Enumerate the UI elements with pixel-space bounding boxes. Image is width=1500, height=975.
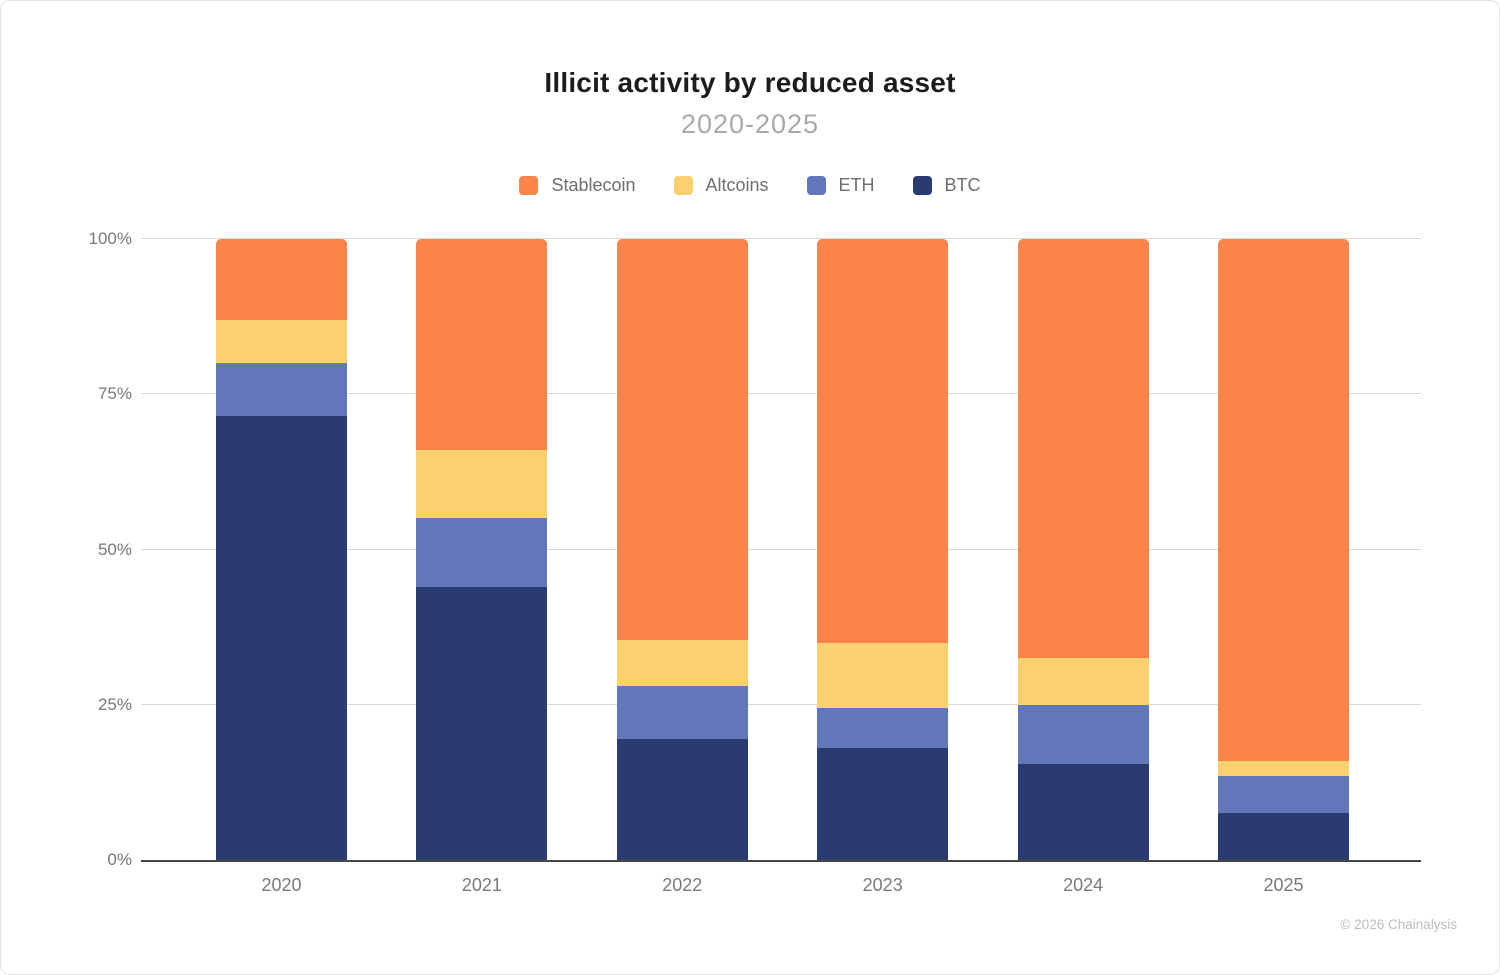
- bar-segment-stablecoin-2021: [416, 239, 548, 451]
- bar-segment-altcoins-2023: [817, 642, 949, 708]
- bar-segment-eth-2025: [1218, 776, 1349, 814]
- gridline-50: [141, 548, 1421, 550]
- legend-label: Altcoins: [705, 175, 769, 195]
- chart-subtitle: 2020-2025: [680, 109, 820, 139]
- bar-segment-eth-2023: [817, 707, 949, 749]
- legend-item-altcoins: Altcoins: [673, 175, 769, 196]
- stacked-bar-2023: [817, 239, 949, 860]
- legend-item-eth: ETH: [806, 175, 875, 196]
- legend-swatch-altcoins: [673, 176, 693, 195]
- bar-segment-btc-2022: [616, 738, 748, 860]
- chart-title: Illicit activity by reduced asset: [544, 67, 956, 98]
- bar-segment-stablecoin-2020: [216, 239, 347, 320]
- x-axis-tick-2025: 2025: [1263, 875, 1304, 895]
- bar-segment-stablecoin-2024: [1017, 239, 1149, 659]
- bar-segment-btc-2024: [1017, 763, 1149, 860]
- legend-label: BTC: [944, 175, 981, 195]
- legend-swatch-btc: [912, 176, 932, 195]
- x-axis-tick-2021: 2021: [461, 875, 502, 895]
- bar-segment-eth-2024: [1017, 704, 1149, 764]
- y-axis-tick-75: 75%: [97, 384, 132, 404]
- bar-segment-btc-2020: [216, 416, 347, 860]
- stacked-bar-2024: [1017, 239, 1149, 860]
- bar-segment-eth-2020: [216, 363, 347, 416]
- legend-swatch-stablecoin: [519, 176, 539, 195]
- bar-segment-stablecoin-2022: [616, 239, 748, 640]
- y-axis-tick-25: 25%: [97, 694, 132, 714]
- stacked-bar-2022: [616, 239, 748, 860]
- y-axis-tick-50: 50%: [97, 539, 132, 559]
- legend-label: ETH: [838, 175, 875, 195]
- bar-segment-eth-2021: [416, 518, 548, 587]
- chart-legend: Stablecoin Altcoins ETH BTC: [1, 175, 1499, 196]
- legend-label: Stablecoin: [551, 175, 636, 195]
- bar-segment-altcoins-2021: [416, 450, 548, 519]
- stacked-bar-2025: [1218, 239, 1349, 860]
- gridline-75: [141, 393, 1421, 395]
- x-axis-tick-2023: 2023: [862, 875, 903, 895]
- gridline-25: [141, 703, 1421, 705]
- bar-segment-altcoins-2025: [1218, 760, 1349, 777]
- plot-area: 0% 25% 50% 75% 100% 2020 2021 2022 2023 2024 2025: [89, 229, 1421, 895]
- bar-segment-stablecoin-2025: [1218, 239, 1349, 761]
- x-axis-tick-2020: 2020: [261, 875, 302, 895]
- stacked-bar-2020: [216, 239, 347, 860]
- legend-swatch-eth: [806, 176, 826, 195]
- x-axis-tick-2024: 2024: [1063, 875, 1104, 895]
- y-axis-tick-100: 100%: [88, 229, 132, 248]
- stacked-bar-2021: [416, 239, 548, 860]
- bar-segment-altcoins-2022: [616, 639, 748, 687]
- y-axis-tick-0: 0%: [107, 850, 132, 869]
- copyright-note: © 2026 Chainalysis: [1340, 917, 1457, 932]
- bar-segment-btc-2021: [416, 586, 548, 860]
- bar-segment-stablecoin-2023: [817, 239, 949, 643]
- bar-segment-altcoins-2020: [216, 319, 347, 364]
- bar-segment-btc-2025: [1218, 813, 1349, 860]
- x-axis-tick-2022: 2022: [662, 875, 703, 895]
- bar-segment-altcoins-2024: [1017, 658, 1149, 705]
- gridline-100: [141, 238, 1421, 239]
- legend-item-stablecoin: Stablecoin: [519, 175, 636, 196]
- bar-segment-btc-2023: [817, 748, 949, 860]
- legend-item-btc: BTC: [912, 175, 981, 196]
- bar-segment-eth-2022: [616, 686, 748, 739]
